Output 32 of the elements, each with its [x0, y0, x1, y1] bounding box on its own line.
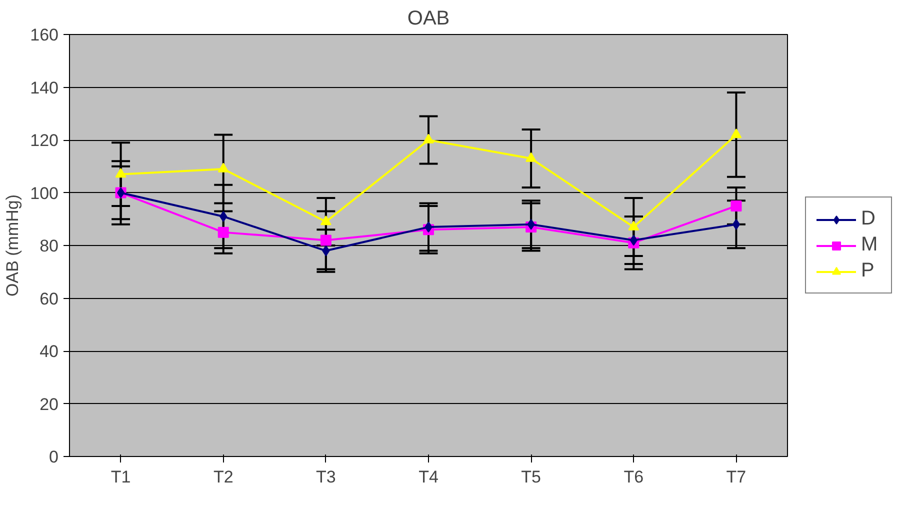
y-axis-title: OAB (mmHg) [3, 194, 22, 296]
x-tick-label: T2 [213, 468, 234, 486]
x-tick-label: T6 [624, 468, 644, 486]
point [730, 128, 742, 138]
point [218, 226, 229, 238]
y-tick-label: 140 [30, 78, 59, 98]
point [218, 162, 229, 172]
x-tick-label: T7 [726, 468, 746, 486]
legend-label: D [861, 208, 876, 230]
point [320, 215, 332, 226]
point [730, 200, 742, 212]
x-tick-label: T1 [110, 468, 131, 486]
x-tick-label: T4 [418, 468, 438, 486]
chart-title: OAB [407, 8, 450, 30]
x-tick-label: T3 [316, 468, 336, 486]
point [526, 152, 537, 162]
legend-label: P [861, 260, 876, 282]
point [115, 168, 126, 178]
point [423, 134, 434, 144]
y-tick-label: 0 [49, 448, 59, 466]
y-tick-label: 120 [30, 131, 59, 150]
point [628, 220, 640, 230]
y-tick-label: 40 [40, 342, 59, 361]
y-tick-label: 100 [30, 184, 59, 203]
legend-label: M [861, 234, 879, 256]
y-tick-label: 160 [30, 26, 59, 44]
x-tick-label: T5 [521, 468, 541, 486]
y-tick-label: 80 [40, 236, 59, 256]
y-tick-label: 20 [40, 394, 59, 414]
point [732, 218, 740, 230]
y-tick-label: 60 [40, 289, 59, 308]
point [320, 234, 332, 246]
